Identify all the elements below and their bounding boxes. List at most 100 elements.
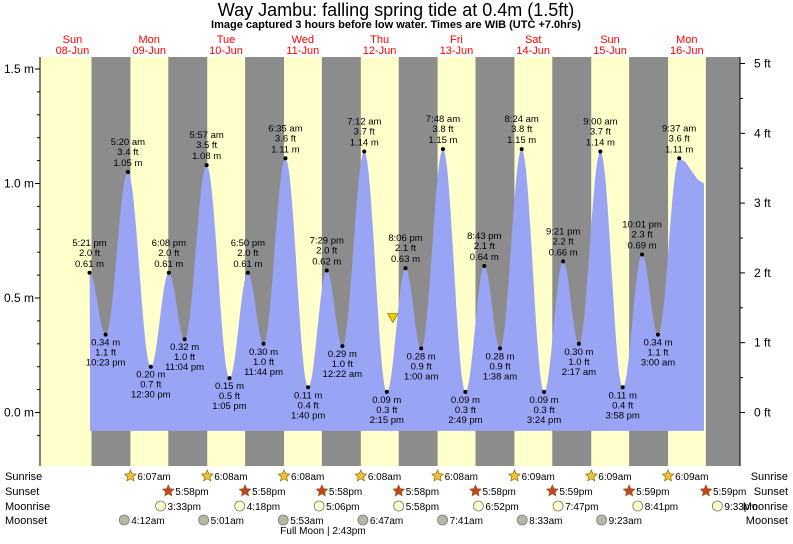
moonset-icon <box>118 514 130 526</box>
low-ft: 1.1 ft <box>647 348 668 359</box>
low-time: 11:04 pm <box>165 362 204 373</box>
row-label-right: Moonset <box>746 515 788 527</box>
high-time: 6:50 pm <box>231 238 265 249</box>
tide-point <box>519 147 524 152</box>
day-date: 16-Jun <box>670 45 704 57</box>
high-time: 5:21 pm <box>72 238 106 249</box>
row-label-right: Sunset <box>754 486 788 498</box>
low-time: 1:05 pm <box>212 401 246 412</box>
day-name: Tue <box>217 34 236 46</box>
low-time: 1:38 am <box>483 371 517 382</box>
night-band <box>705 57 740 466</box>
event-time: 5:58pm <box>252 487 285 498</box>
high-ft: 3.4 ft <box>117 147 138 158</box>
event-time: 6:08am <box>214 472 247 483</box>
day-date: 10-Jun <box>209 45 243 57</box>
low-time: 12:22 am <box>323 369 363 380</box>
low-time: 11:44 pm <box>244 367 283 378</box>
high-time: 9:21 pm <box>546 226 580 237</box>
sunrise-icon <box>661 469 675 482</box>
high-m: 0.61 m <box>154 259 183 270</box>
low-ft: 0.9 ft <box>411 361 432 372</box>
day-labels: Sun08-JunMon09-JunTue10-JunWed11-JunThu1… <box>56 34 704 57</box>
high-m: 1.14 m <box>586 137 615 148</box>
sunrise-icon <box>354 469 368 482</box>
high-m: 0.62 m <box>312 257 341 268</box>
sunrise-icon <box>200 469 214 482</box>
sunrise-icon <box>124 469 137 482</box>
moonset-icon <box>437 514 448 526</box>
tide-point <box>498 346 503 351</box>
low-m: 0.09 m <box>372 395 401 406</box>
right-tick-label: 1 ft <box>754 336 771 350</box>
high-ft: 2.0 ft <box>316 246 337 257</box>
low-m: 0.15 m <box>215 381 244 392</box>
low-ft: 0.3 ft <box>534 405 555 416</box>
sunset-icon <box>315 484 329 497</box>
event-time: 9:23am <box>609 516 642 527</box>
tide-point <box>561 259 566 264</box>
high-time: 9:00 am <box>583 116 617 127</box>
moonrise-icon <box>393 500 405 512</box>
event-time: 4:12am <box>131 516 164 527</box>
tide-point <box>463 389 468 394</box>
event-time: 9:33pm <box>724 502 757 513</box>
high-time: 6:08 pm <box>152 238 186 249</box>
day-name: Wed <box>292 34 314 46</box>
high-m: 0.66 m <box>549 247 578 258</box>
sunset-icon <box>699 484 713 497</box>
high-ft: 2.1 ft <box>395 243 416 254</box>
row-label-left: Sunrise <box>5 471 42 483</box>
high-ft: 3.6 ft <box>275 133 296 144</box>
day-name: Thu <box>370 34 389 46</box>
sunset-icon <box>161 484 175 497</box>
tide-point <box>87 270 92 275</box>
high-time: 7:12 am <box>347 116 381 127</box>
low-m: 0.30 m <box>249 347 278 358</box>
low-time: 2:17 am <box>562 367 596 378</box>
high-m: 1.05 m <box>113 158 142 169</box>
event-time: 6:08am <box>291 472 324 483</box>
high-ft: 3.7 ft <box>590 126 611 137</box>
tide-point <box>125 170 130 175</box>
event-time: 6:47am <box>370 516 403 527</box>
event-time: 7:41am <box>450 516 483 527</box>
tide-point <box>542 389 547 394</box>
high-time: 9:37 am <box>662 123 696 134</box>
day-name: Sun <box>600 34 620 46</box>
full-moon-note: Full Moon | 2:43pm <box>280 526 365 537</box>
low-time: 1:40 pm <box>291 410 325 421</box>
high-ft: 3.7 ft <box>354 126 375 137</box>
moonrise-icon <box>632 500 644 512</box>
high-ft: 2.2 ft <box>553 236 574 247</box>
low-m: 0.11 m <box>294 390 322 401</box>
day-name: Mon <box>676 34 697 46</box>
tide-point <box>306 385 311 390</box>
event-time: 7:47pm <box>565 502 598 513</box>
tide-point <box>283 156 288 161</box>
high-ft: 3.6 ft <box>669 133 690 144</box>
event-time: 6:52pm <box>485 502 518 513</box>
right-tick-label: 4 ft <box>754 126 771 140</box>
high-m: 1.14 m <box>350 137 379 148</box>
low-m: 0.20 m <box>136 370 165 381</box>
low-time: 3:00 am <box>641 358 675 369</box>
moonset-icon <box>357 514 369 526</box>
tide-curve <box>89 149 704 431</box>
tide-point <box>403 266 408 271</box>
high-time: 8:43 pm <box>467 231 501 242</box>
low-m: 0.29 m <box>328 349 357 360</box>
event-time: 5:58pm <box>406 487 439 498</box>
low-m: 0.09 m <box>451 395 480 406</box>
moonrise-icon <box>155 500 166 512</box>
row-label-left: Moonrise <box>5 501 50 513</box>
event-time: 8:41pm <box>645 502 678 513</box>
low-m: 0.34 m <box>643 338 672 349</box>
right-tick-label: 0 ft <box>754 406 771 420</box>
event-time: 4:18pm <box>247 502 280 513</box>
low-m: 0.28 m <box>407 351 436 362</box>
high-ft: 2.1 ft <box>474 241 495 252</box>
chart-title: Way Jambu: falling spring tide at 0.4m (… <box>218 0 574 20</box>
low-ft: 0.4 ft <box>612 400 633 411</box>
day-name: Sat <box>525 34 542 46</box>
